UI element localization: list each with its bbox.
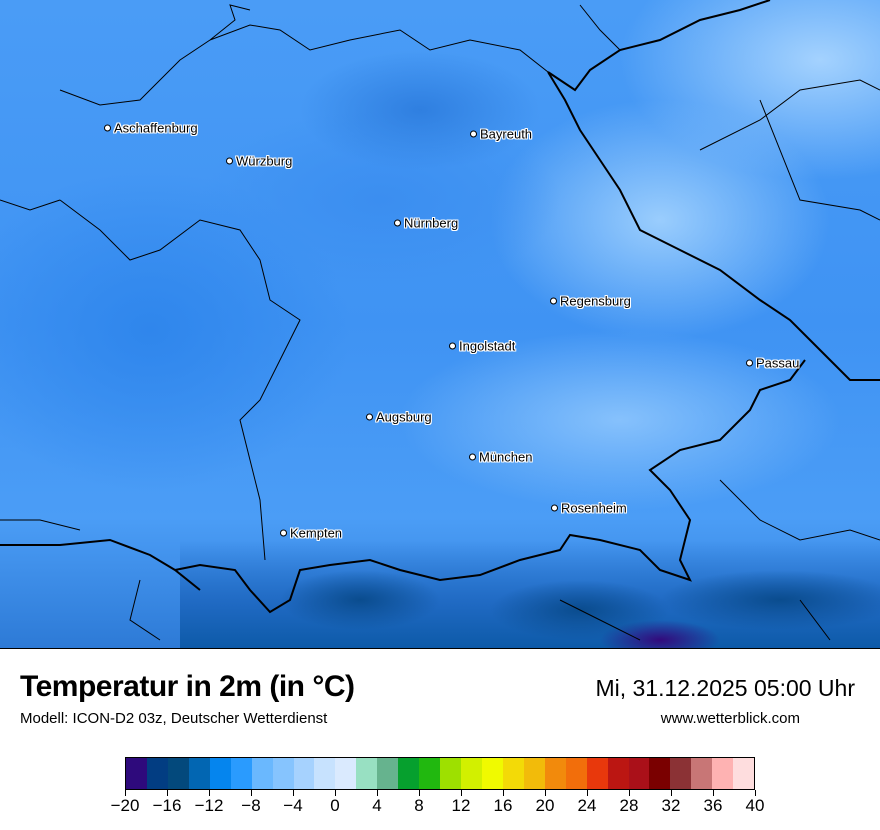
city-ingolstadt: Ingolstadt bbox=[449, 339, 515, 354]
map-title: Temperatur in 2m (in °C) bbox=[20, 670, 355, 703]
legend-tick bbox=[754, 790, 756, 796]
legend-color-bin bbox=[126, 758, 147, 789]
country-border-czech bbox=[547, 0, 880, 381]
legend-ticks: −20 −16 −12 −8 −4 0 4 8 12 16 20 24 28 32 36 40 bbox=[111, 790, 764, 830]
city-marker-icon bbox=[551, 504, 558, 512]
legend-tick-label: 32 bbox=[661, 796, 681, 815]
color-legend bbox=[125, 757, 755, 790]
legend-tick bbox=[544, 790, 546, 796]
legend-color-bin bbox=[649, 758, 671, 789]
legend-color-bin bbox=[335, 758, 357, 789]
legend-color-bin bbox=[293, 758, 315, 789]
legend-color-bin bbox=[440, 758, 461, 789]
legend-tick-label: 40 bbox=[745, 796, 765, 815]
legend-color-bin bbox=[586, 758, 608, 789]
legend-color-bin bbox=[251, 758, 273, 789]
city-rosenheim: Rosenheim bbox=[551, 501, 627, 516]
city-marker-icon bbox=[469, 453, 476, 461]
legend-color-bin bbox=[356, 758, 378, 789]
legend-color-bin bbox=[523, 758, 545, 789]
legend-tick-label: 24 bbox=[577, 796, 597, 815]
legend-tick bbox=[670, 790, 672, 796]
legend-color-bin bbox=[230, 758, 252, 789]
city-marker-icon bbox=[280, 529, 287, 537]
legend-tick bbox=[460, 790, 462, 796]
legend-tick-label: 36 bbox=[703, 796, 723, 815]
legend-tick-label: −8 bbox=[241, 796, 261, 815]
legend-tick-label: 16 bbox=[493, 796, 513, 815]
model-subtitle: Modell: ICON-D2 03z, Deutscher Wetterdie… bbox=[20, 710, 328, 727]
legend-color-bin bbox=[733, 758, 755, 789]
city-kempten: Kempten bbox=[280, 526, 342, 541]
legend-color-bin bbox=[419, 758, 441, 789]
country-border-switzerland bbox=[0, 538, 201, 591]
legend-color-bin bbox=[461, 758, 482, 789]
forecast-datetime: Mi, 31.12.2025 05:00 Uhr bbox=[595, 675, 855, 701]
legend-tick-label: −20 bbox=[110, 796, 140, 815]
legend-tick-label: −12 bbox=[194, 796, 224, 815]
legend-color-bin bbox=[502, 758, 524, 789]
city-bayreuth: Bayreuth bbox=[470, 127, 532, 142]
city-marker-icon bbox=[226, 157, 233, 165]
city-regensburg: Regensburg bbox=[550, 294, 631, 309]
borders-layer bbox=[0, 0, 880, 641]
legend-color-bin bbox=[712, 758, 734, 789]
legend-tick-label: 20 bbox=[535, 796, 555, 815]
legend-tick bbox=[166, 790, 168, 796]
legend-color-bin bbox=[314, 758, 336, 789]
legend-color-bin bbox=[272, 758, 294, 789]
legend-tick-label: −16 bbox=[152, 796, 182, 815]
legend-color-bin bbox=[377, 758, 399, 789]
legend-tick-label: 8 bbox=[414, 796, 424, 815]
legend-tick bbox=[712, 790, 714, 796]
city-marker-icon bbox=[746, 359, 753, 367]
legend-tick bbox=[208, 790, 210, 796]
city-marker-icon bbox=[550, 297, 557, 305]
city-marker-icon bbox=[449, 342, 456, 350]
legend-color-bin bbox=[481, 758, 503, 789]
legend-tick bbox=[250, 790, 252, 796]
legend-color-bin bbox=[188, 758, 210, 789]
legend-tick-label: 0 bbox=[330, 796, 340, 815]
legend-tick-label: −4 bbox=[283, 796, 303, 815]
legend-tick bbox=[376, 790, 378, 796]
legend-color-bin bbox=[691, 758, 713, 789]
legend-tick-label: 4 bbox=[372, 796, 382, 815]
legend-color-bin bbox=[209, 758, 231, 789]
city-marker-icon bbox=[104, 124, 111, 132]
legend-tick bbox=[292, 790, 294, 796]
legend-color-bin bbox=[146, 758, 168, 789]
city-passau: Passau bbox=[746, 356, 799, 371]
website-label: www.wetterblick.com bbox=[660, 710, 800, 727]
city-nuernberg: Nürnberg bbox=[394, 216, 458, 231]
legend-color-bin bbox=[167, 758, 189, 789]
legend-tick bbox=[124, 790, 126, 796]
legend-tick-label: 28 bbox=[619, 796, 639, 815]
city-aschaffenburg: Aschaffenburg bbox=[104, 121, 198, 136]
legend-tick-label: 12 bbox=[451, 796, 471, 815]
legend-color-bin bbox=[544, 758, 566, 789]
city-marker-icon bbox=[366, 413, 373, 421]
legend-color-bin bbox=[607, 758, 629, 789]
legend-tick bbox=[586, 790, 588, 796]
legend-color-bin bbox=[670, 758, 692, 789]
legend-color-bin bbox=[565, 758, 587, 789]
state-border bbox=[0, 4, 880, 641]
legend-tick bbox=[502, 790, 504, 796]
legend-tick bbox=[628, 790, 630, 796]
country-border-austria bbox=[174, 359, 806, 614]
temperature-map bbox=[0, 0, 880, 649]
legend-tick bbox=[418, 790, 420, 796]
city-marker-icon bbox=[394, 219, 401, 227]
legend-tick bbox=[334, 790, 336, 796]
city-augsburg: Augsburg bbox=[366, 410, 432, 425]
legend-color-bin bbox=[398, 758, 420, 789]
city-wuerzburg: Würzburg bbox=[226, 154, 292, 169]
city-muenchen: München bbox=[469, 450, 532, 465]
city-marker-icon bbox=[470, 130, 477, 138]
legend-color-bin bbox=[628, 758, 650, 789]
